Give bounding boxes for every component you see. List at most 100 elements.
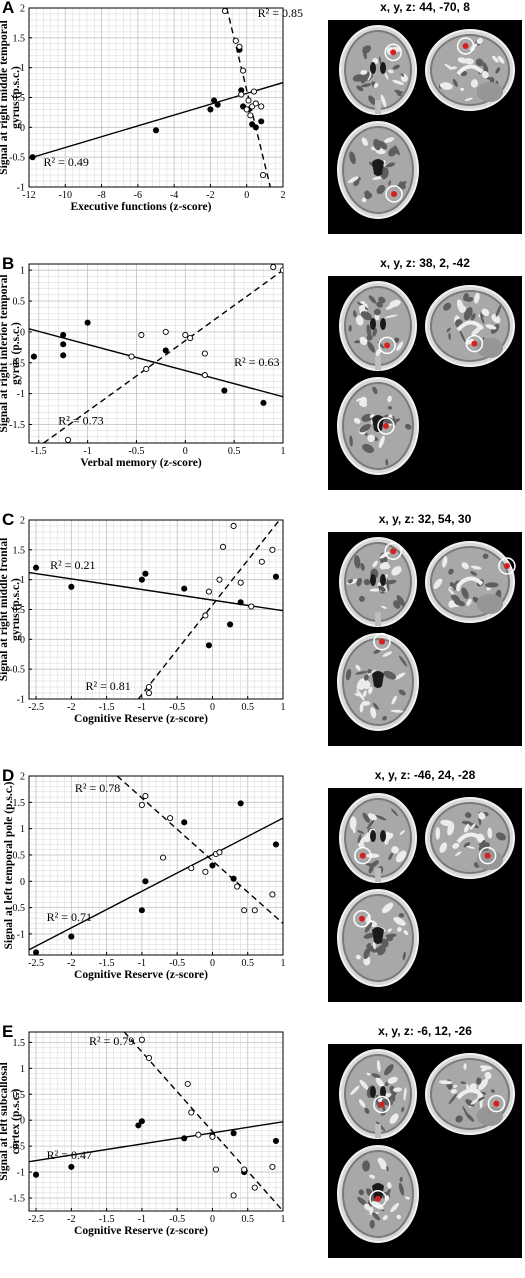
x-tick-label: -0.5	[169, 702, 185, 713]
activation-spot	[383, 423, 389, 429]
data-point-filled	[162, 347, 169, 354]
y-tick-label: 1.5	[13, 798, 26, 809]
panel-letter: A	[2, 0, 15, 17]
data-point-filled	[272, 573, 279, 580]
data-point-open	[237, 579, 244, 586]
data-point-open	[243, 106, 250, 113]
r-squared-label: R² = 0.63	[234, 355, 279, 369]
data-point-open	[138, 331, 145, 339]
y-tick-label: -1	[17, 1168, 25, 1179]
y-tick-label: -0.5	[9, 903, 25, 914]
x-tick-label: 0	[210, 958, 215, 969]
r-squared-label: R² = 0.49	[44, 155, 89, 169]
x-tick-label: 1	[281, 1214, 286, 1225]
x-tick-label: 1	[281, 958, 286, 969]
data-point-open	[251, 907, 258, 914]
data-point-open	[250, 88, 258, 95]
data-point-open	[145, 1054, 152, 1061]
data-point-filled	[237, 599, 244, 606]
data-point-filled	[68, 933, 75, 940]
data-point-filled	[272, 841, 279, 848]
x-tick-label: 0	[183, 446, 188, 457]
data-point-open	[269, 891, 276, 898]
data-point-filled	[33, 564, 40, 571]
brain-slice	[337, 633, 419, 731]
activation-spot	[379, 638, 385, 645]
roi-circle	[354, 846, 372, 865]
data-point-open	[216, 849, 223, 856]
mni-coordinates: x, y, z: 38, 2, -42	[380, 256, 470, 270]
data-point-open	[251, 1184, 258, 1191]
y-axis-label: cortex (p.s.c.)	[10, 1088, 22, 1154]
x-tick-label: 0	[210, 702, 215, 713]
data-point-filled	[230, 1130, 237, 1137]
scatter-plot: -2.5 -2 -1.5 -1 -0.5 0 0.5 1 -1.5 -1 -0.5 0 0.5 1 1.5 C…	[0, 1031, 515, 1243]
data-point-open	[241, 907, 248, 914]
roi-circle	[478, 846, 497, 865]
x-tick-label: -6	[134, 190, 142, 201]
x-tick-label: -1	[83, 446, 91, 457]
series-filled	[29, 800, 283, 955]
series-open	[221, 8, 271, 187]
r-squared-label: R² = 0.73	[58, 413, 103, 427]
data-point-open	[188, 865, 195, 872]
activation-spot	[503, 563, 510, 569]
roi-circle	[498, 557, 516, 575]
mni-coordinates: x, y, z: -6, 12, -26	[378, 1024, 472, 1038]
data-point-filled	[181, 1135, 188, 1142]
x-tick-label: -0.5	[169, 958, 185, 969]
data-point-open	[234, 883, 241, 890]
data-point-filled	[221, 387, 228, 394]
y-tick-label: 1	[20, 1064, 25, 1075]
data-point-open	[240, 67, 247, 74]
x-tick-label: 0.5	[241, 702, 254, 713]
axes-frame	[28, 775, 284, 956]
y-tick-label: 2	[20, 516, 25, 527]
y-tick-label: 1	[20, 63, 25, 74]
data-point-open	[241, 1166, 248, 1173]
series-filled	[29, 319, 283, 406]
x-tick-label: -0.5	[129, 446, 145, 457]
y-axis-label: gyrus (p.s.c.)	[10, 578, 22, 641]
series-open	[116, 776, 283, 924]
activation-spot	[484, 852, 491, 859]
data-point-open	[145, 684, 152, 691]
roi-circle	[378, 336, 396, 355]
roi-circle	[369, 1190, 387, 1208]
r-squared-label: R² = 0.71	[47, 910, 92, 924]
brain-slice	[425, 1053, 515, 1135]
data-point-open	[230, 1192, 237, 1199]
mni-coordinates: x, y, z: -46, 24, -28	[374, 768, 476, 782]
activation-spot	[378, 1101, 385, 1108]
x-tick-label: -1.5	[99, 702, 115, 713]
y-tick-label: -0.5	[9, 665, 25, 676]
data-point-open	[258, 558, 265, 565]
activation-spot	[391, 191, 397, 197]
y-tick-label: 0.5	[13, 605, 26, 616]
y-tick-label: 0.5	[13, 850, 26, 861]
y-axis-label: gyrus (p.s.c.)	[10, 66, 22, 129]
y-tick-label: 0.5	[13, 93, 26, 104]
data-point-filled	[138, 907, 145, 914]
x-tick-label: -8	[97, 190, 105, 201]
activation-spot	[390, 49, 397, 56]
y-tick-label: 1.5	[13, 1038, 26, 1049]
roi-circle	[465, 334, 484, 353]
data-point-filled	[60, 341, 67, 348]
scatter-plot: -12 -10 -8 -6 -4 -2 0 2 -1 -0.5 0 0.5 1 1.5 2 Executive…	[0, 4, 515, 219]
mni-coordinates: x, y, z: 32, 54, 30	[378, 512, 472, 526]
data-point-open	[145, 689, 152, 697]
x-tick-label: -1.5	[31, 446, 47, 457]
data-point-open	[138, 801, 145, 809]
activation-spot	[359, 915, 365, 922]
data-point-filled	[258, 118, 265, 125]
data-point-open	[279, 267, 283, 274]
series-filled	[29, 564, 283, 649]
mni-coordinates: x, y, z: 44, -70, 8	[380, 0, 470, 14]
roi-circle	[456, 37, 475, 55]
data-point-filled	[272, 1137, 279, 1145]
y-tick-label: 1	[20, 266, 25, 277]
y-tick-label: 1	[20, 824, 25, 835]
